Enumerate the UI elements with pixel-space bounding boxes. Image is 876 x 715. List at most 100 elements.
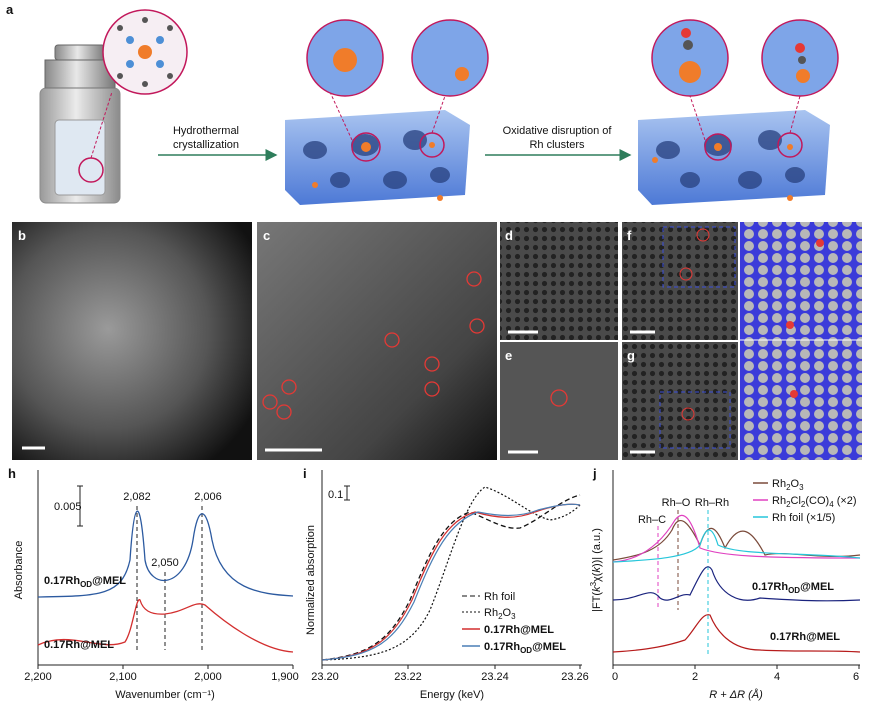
shape	[424, 381, 440, 397]
text: OD	[520, 646, 532, 655]
shape	[785, 167, 805, 183]
shape	[77, 485, 83, 527]
shape	[303, 141, 327, 159]
peak-label: 2,082	[123, 491, 151, 503]
shape	[276, 404, 292, 420]
shape	[704, 133, 732, 161]
shape	[681, 407, 695, 421]
shape	[126, 36, 164, 68]
shape	[142, 81, 148, 87]
shape	[738, 171, 762, 189]
shape	[429, 142, 435, 148]
shape	[656, 130, 805, 189]
text: 2	[786, 500, 791, 509]
peak-lines	[136, 506, 203, 650]
text: 0.17Rh	[484, 641, 520, 653]
spectrum	[321, 486, 581, 661]
sample-label: 0.17Rh@MEL	[44, 639, 114, 651]
y-axis-label: Normalized absorption	[305, 525, 317, 635]
step-text: Rh clusters	[529, 139, 585, 151]
shape	[351, 132, 381, 162]
shape	[652, 157, 658, 163]
autoclave	[39, 44, 121, 204]
shape	[90, 91, 113, 159]
bond-label: Rh–C	[638, 514, 666, 526]
shape	[659, 391, 731, 449]
shape	[622, 342, 738, 460]
shape	[790, 390, 798, 398]
shape	[126, 60, 134, 68]
shape	[740, 222, 862, 460]
x-tick-label: 23.24	[481, 671, 509, 683]
text: O	[791, 478, 800, 490]
shape	[262, 271, 485, 420]
shape	[550, 389, 568, 407]
text: ))| (a.u.)	[591, 528, 603, 567]
x-tick-label: 1,900	[271, 671, 299, 683]
x-axis-label: Wavenumber (cm⁻¹)	[115, 689, 215, 701]
text: OD	[80, 580, 92, 589]
shape	[361, 142, 371, 152]
text: 2	[498, 612, 503, 621]
spectrum	[612, 520, 861, 561]
precursor-inset	[90, 9, 188, 159]
ticks	[37, 485, 294, 669]
shape	[656, 141, 680, 159]
panel-label: a	[6, 2, 14, 17]
panel-label: g	[627, 348, 635, 363]
shape	[622, 222, 738, 340]
shape	[333, 48, 357, 72]
shape	[431, 95, 446, 134]
shape	[612, 665, 860, 669]
shape	[117, 25, 123, 31]
text: χ(	[591, 572, 603, 582]
sample-label: 0.17RhOD@MEL	[44, 575, 126, 589]
text: 2	[801, 500, 806, 509]
shape	[329, 91, 353, 141]
shape	[652, 143, 793, 201]
text: @MEL	[92, 575, 126, 587]
shape	[37, 665, 294, 669]
shape	[167, 25, 173, 31]
spectrum	[321, 503, 581, 661]
text: Rh	[772, 495, 786, 507]
shape	[786, 321, 794, 329]
shape	[679, 267, 693, 281]
shape	[312, 182, 318, 188]
shape	[500, 342, 618, 460]
shape	[430, 167, 450, 183]
shape	[384, 332, 400, 348]
shape	[681, 28, 691, 38]
text: 0.17RhOD@MEL	[484, 641, 566, 655]
micrographs	[12, 222, 862, 460]
text: @MEL	[800, 581, 834, 593]
shape	[411, 19, 489, 97]
shape	[54, 44, 106, 61]
panel-label: e	[505, 348, 512, 363]
shape	[795, 43, 805, 53]
text: Rh	[772, 478, 786, 490]
peak-label: 2,050	[151, 557, 179, 569]
ticks	[612, 665, 860, 669]
shape	[786, 239, 824, 398]
shape	[262, 394, 278, 410]
x-tick-label: 23.22	[394, 671, 422, 683]
shape	[156, 36, 164, 44]
shape	[651, 19, 729, 97]
shape	[455, 67, 469, 81]
bond-lines	[657, 510, 709, 655]
shape	[117, 73, 123, 79]
text: Cl	[791, 495, 801, 507]
spectrum	[37, 599, 294, 653]
shape	[469, 318, 485, 334]
shape	[403, 130, 427, 150]
panel-label: j	[592, 466, 597, 481]
shape	[789, 95, 801, 134]
text: 0.17Rh	[752, 581, 788, 593]
text: Rh2Cl2(CO)4 (×2)	[772, 495, 857, 509]
shape	[500, 222, 618, 340]
shape	[330, 172, 350, 188]
y-axis-label: Absorbance	[13, 541, 25, 600]
step-text: Oxidative disruption of	[503, 125, 613, 137]
